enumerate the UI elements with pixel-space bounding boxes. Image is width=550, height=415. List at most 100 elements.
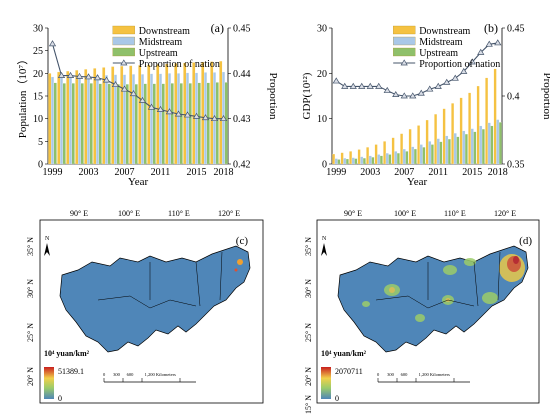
y2-tick-label: 0.35 xyxy=(507,160,525,171)
bar xyxy=(385,153,389,165)
lat-label: 25° N xyxy=(304,323,313,342)
bar xyxy=(428,141,432,165)
map-c-hotspot xyxy=(237,259,243,265)
x-tick-label: 2007 xyxy=(115,167,135,178)
bar xyxy=(362,158,366,165)
bar xyxy=(183,62,187,165)
legend-title: 10⁴ yuan/km² xyxy=(321,349,367,358)
map-c-boundaries xyxy=(97,251,223,309)
y-tick-label: 20 xyxy=(33,69,43,80)
bar xyxy=(150,73,153,165)
bar xyxy=(152,83,156,165)
svg-text:N: N xyxy=(45,236,50,242)
bar xyxy=(80,83,84,165)
x-tick-label: 2015 xyxy=(187,167,207,178)
legend-min: 0 xyxy=(58,394,62,403)
x-tick-label: 2003 xyxy=(79,167,99,178)
proportion-marker xyxy=(383,86,391,93)
lat-label: 35° N xyxy=(26,237,35,256)
bar xyxy=(419,144,423,165)
bar xyxy=(434,114,438,165)
legend-label: Midstream xyxy=(139,37,183,48)
bar xyxy=(411,146,415,165)
bar xyxy=(337,159,341,165)
proportion-marker xyxy=(57,71,66,78)
bar xyxy=(334,158,338,165)
legend-max: 2070711 xyxy=(335,367,363,376)
proportion-marker xyxy=(174,110,183,117)
bar xyxy=(197,82,201,165)
bar xyxy=(425,119,429,165)
legend-swatch xyxy=(112,25,135,35)
bar xyxy=(453,133,457,165)
y2-axis-title: Proportion xyxy=(267,72,279,120)
bar xyxy=(188,83,192,165)
scale-bar: 0 300 600 1,200 Kilometers xyxy=(377,372,470,383)
lat-label: 35° N xyxy=(304,237,313,256)
panel-label: (d) xyxy=(519,235,532,247)
bar xyxy=(400,133,404,165)
proportion-marker xyxy=(93,74,102,81)
y-tick-label: 10 xyxy=(317,114,327,125)
proportion-marker xyxy=(129,90,138,97)
bar xyxy=(430,144,434,165)
bar xyxy=(468,92,472,165)
lon-label: 90° E xyxy=(344,209,362,218)
chart-a: 0 5 10 15 20 25 30 0.42 0.43 0.44 0.45 1999 2003 2007… xyxy=(16,21,279,188)
y2-tick-label: 0.4 xyxy=(507,92,520,103)
bar xyxy=(405,151,409,165)
bar xyxy=(87,75,90,165)
y-tick-label: 15 xyxy=(33,92,43,103)
bar xyxy=(396,153,400,165)
bar xyxy=(445,135,449,165)
bar xyxy=(439,141,443,165)
bar xyxy=(219,60,223,165)
bar xyxy=(351,157,355,165)
legend-marker xyxy=(400,59,408,66)
lat-label: 25° N xyxy=(26,323,35,342)
bar xyxy=(168,73,171,165)
bar xyxy=(129,65,133,165)
bar xyxy=(159,73,162,165)
y2-axis-title: Proportion xyxy=(541,72,550,120)
legend-swatch xyxy=(393,25,416,35)
bar xyxy=(383,141,387,165)
bar xyxy=(210,61,214,165)
bar xyxy=(345,158,349,165)
y2-tick-label: 0.44 xyxy=(233,69,251,80)
y2-tick-label: 0.45 xyxy=(233,24,251,35)
panel-label: (b) xyxy=(484,21,498,35)
bar xyxy=(479,125,483,165)
bar xyxy=(134,84,138,165)
proportion-marker xyxy=(111,80,120,88)
legend-marker xyxy=(120,59,128,66)
map-d: 90° E 100° E 110° E 120° E 35° N 30° N 2… xyxy=(304,209,540,414)
bar xyxy=(78,75,81,165)
lon-label: 100° E xyxy=(118,209,140,218)
bar xyxy=(490,125,494,165)
legend-label: Midstream xyxy=(419,37,463,48)
bar xyxy=(417,125,421,165)
proportion-marker xyxy=(400,92,408,99)
bar xyxy=(408,128,412,165)
legend-label: Downstream xyxy=(139,26,190,37)
proportion-marker xyxy=(375,82,383,89)
bar xyxy=(485,77,489,165)
panel-label: (a) xyxy=(211,21,224,35)
legend-colorbar xyxy=(44,367,54,399)
legend-colorbar xyxy=(321,367,331,399)
proportion-marker xyxy=(147,103,156,110)
proportion-marker xyxy=(349,82,357,89)
legend-label: Proportion of nation xyxy=(419,59,500,70)
bar xyxy=(75,70,79,165)
bar xyxy=(156,64,160,165)
bar xyxy=(360,156,364,165)
bar xyxy=(391,137,395,165)
y-tick-label: 10 xyxy=(33,114,43,125)
bar xyxy=(116,84,120,165)
svg-text:N: N xyxy=(322,236,327,242)
bar xyxy=(206,82,210,165)
bar xyxy=(192,62,196,165)
bar xyxy=(413,148,417,165)
